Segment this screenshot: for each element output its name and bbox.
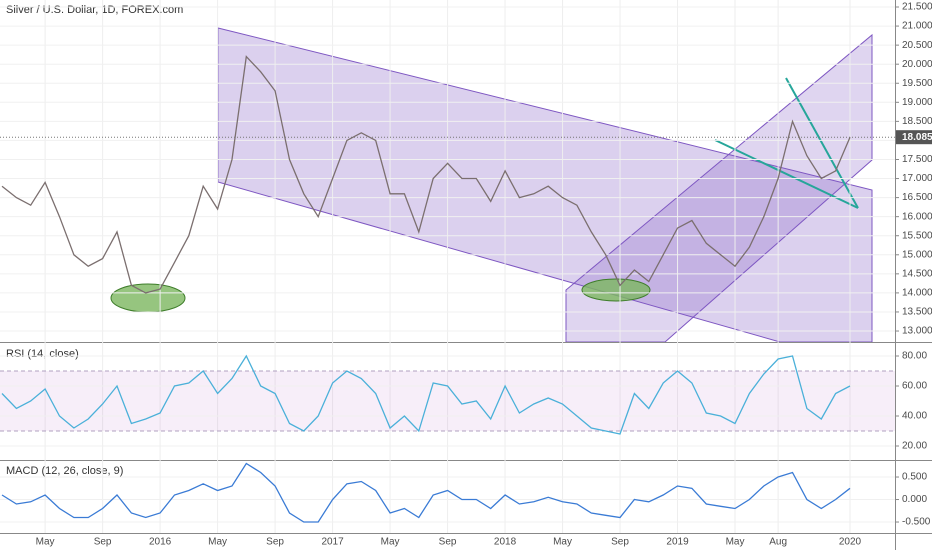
y-tick-label: 21.000 xyxy=(902,21,932,32)
support-zone xyxy=(110,283,186,313)
x-tick-label: May xyxy=(553,537,572,548)
support-zone xyxy=(581,278,651,302)
x-tick-label: Sep xyxy=(266,537,284,548)
series-line xyxy=(1,55,851,294)
x-tick-label: 2018 xyxy=(494,537,517,548)
indicator-title: RSI (14, close) xyxy=(6,348,79,360)
y-tick-label: 0.000 xyxy=(902,494,927,505)
y-tick-label: 40.00 xyxy=(902,411,927,422)
last-price-tag xyxy=(896,130,932,145)
y-tick-label: 13.000 xyxy=(902,326,932,337)
y-tick-label: 20.00 xyxy=(902,441,927,452)
x-tick-label: Sep xyxy=(611,537,629,548)
y-tick-label: 20.000 xyxy=(902,59,932,70)
y-tick-label: 16.500 xyxy=(902,192,932,203)
y-tick-label: 60.00 xyxy=(902,381,927,392)
y-tick-label: 15.500 xyxy=(902,230,932,241)
y-tick-label: 20.500 xyxy=(902,40,932,51)
x-tick-label: 2020 xyxy=(839,537,862,548)
x-tick-label: Sep xyxy=(439,537,457,548)
x-tick-label: May xyxy=(381,537,400,548)
y-tick-label: 17.500 xyxy=(902,154,932,165)
y-tick-label: 21.500 xyxy=(902,2,932,13)
triangle-line xyxy=(785,77,859,209)
x-tick-label: Aug xyxy=(769,537,787,548)
x-tick-label: May xyxy=(726,537,745,548)
series-line xyxy=(1,354,851,435)
ascending-channel xyxy=(565,33,873,343)
x-tick-label: 2019 xyxy=(666,537,689,548)
last-price-label: 18.085 xyxy=(902,132,932,143)
y-tick-label: 15.000 xyxy=(902,249,932,260)
x-tick-label: 2016 xyxy=(149,537,172,548)
y-tick-label: -0.500 xyxy=(902,517,931,528)
y-tick-label: 19.000 xyxy=(902,97,932,108)
x-tick-label: May xyxy=(36,537,55,548)
y-tick-label: 19.500 xyxy=(902,78,932,89)
y-tick-label: 14.000 xyxy=(902,288,932,299)
x-tick-label: 2017 xyxy=(321,537,344,548)
x-tick-label: May xyxy=(208,537,227,548)
y-tick-label: 80.00 xyxy=(902,351,927,362)
y-tick-label: 17.000 xyxy=(902,173,932,184)
triangle-line xyxy=(714,139,859,209)
y-tick-label: 0.500 xyxy=(902,472,927,483)
y-tick-label: 13.500 xyxy=(902,307,932,318)
chart-title: Silver / U.S. Dollar, 1D, FOREX.com xyxy=(6,4,183,16)
indicator-title: MACD (12, 26, close, 9) xyxy=(6,465,123,477)
y-tick-label: 16.000 xyxy=(902,211,932,222)
x-tick-label: Sep xyxy=(94,537,112,548)
y-tick-label: 18.500 xyxy=(902,116,932,127)
y-tick-label: 14.500 xyxy=(902,268,932,279)
series-line xyxy=(1,462,851,523)
